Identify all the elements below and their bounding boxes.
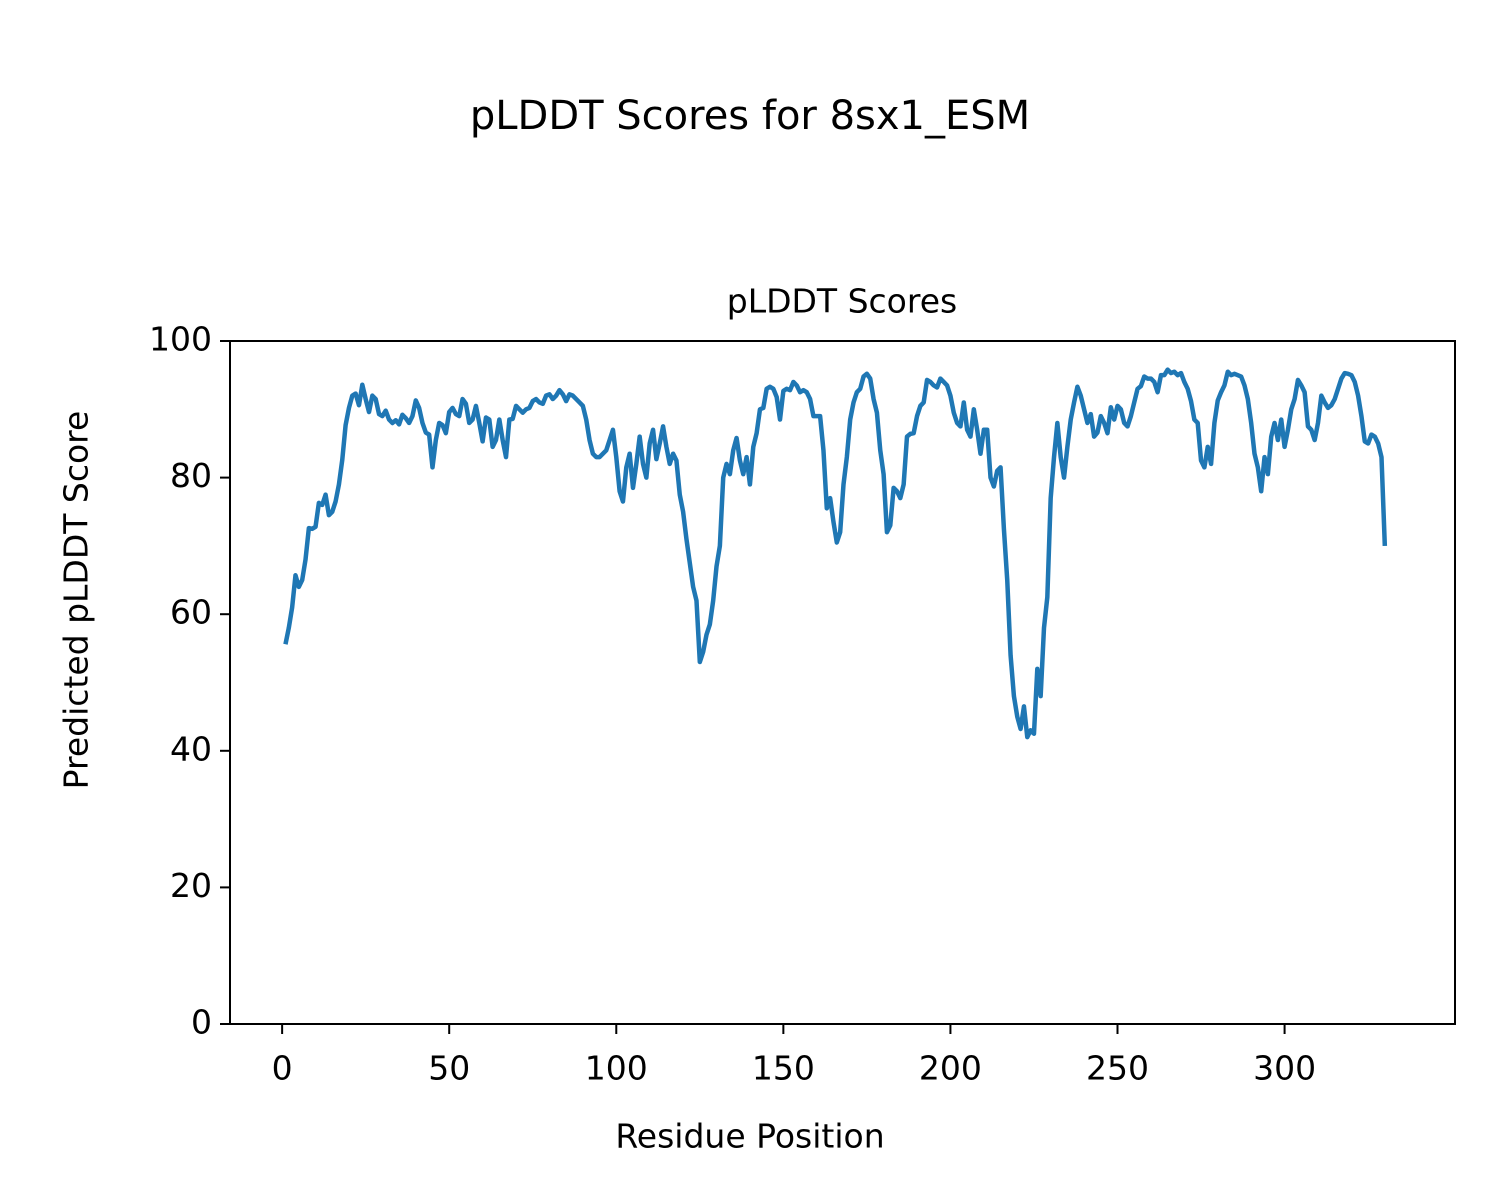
x-axis-label: Residue Position bbox=[615, 1117, 884, 1156]
y-tick-label: 80 bbox=[170, 456, 212, 495]
axes-title: pLDDT Scores bbox=[727, 282, 957, 321]
x-tick-label: 250 bbox=[1086, 1049, 1149, 1088]
chart-title: pLDDT Scores for 8sx1_ESM bbox=[470, 93, 1030, 139]
axes-frame bbox=[229, 340, 1456, 1025]
x-tick-label: 200 bbox=[919, 1049, 982, 1088]
x-tick-label: 150 bbox=[752, 1049, 815, 1088]
y-tick-label: 60 bbox=[170, 593, 212, 632]
x-tick-label: 100 bbox=[585, 1049, 648, 1088]
x-tick-label: 0 bbox=[272, 1049, 293, 1088]
y-tick-label: 20 bbox=[170, 866, 212, 905]
x-tick-label: 300 bbox=[1253, 1049, 1316, 1088]
y-tick-label: 100 bbox=[149, 320, 212, 359]
y-axis-label: Predicted pLDDT Score bbox=[57, 411, 96, 790]
y-tick-label: 40 bbox=[170, 729, 212, 768]
x-tick-label: 50 bbox=[428, 1049, 470, 1088]
line bbox=[283, 367, 1388, 740]
y-tick-label: 0 bbox=[191, 1003, 212, 1042]
